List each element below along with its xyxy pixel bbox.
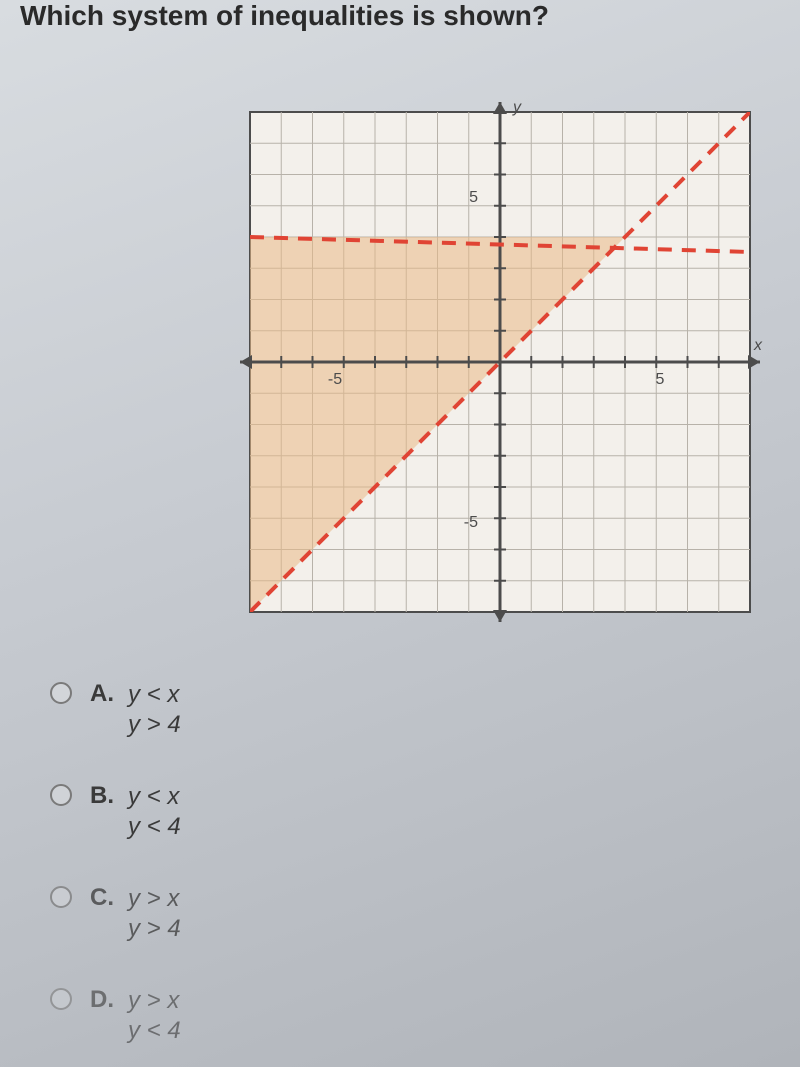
option-line1: y < x bbox=[128, 680, 181, 710]
chart-svg: y x 5 -5 -5 5 bbox=[230, 92, 770, 632]
y-axis-label: y bbox=[512, 99, 522, 116]
option-d[interactable]: D. y > x y < 4 bbox=[50, 986, 450, 1046]
radio-icon[interactable] bbox=[50, 682, 72, 704]
inequality-chart: y x 5 -5 -5 5 bbox=[230, 92, 770, 632]
xtick-neg: -5 bbox=[328, 371, 342, 388]
option-c[interactable]: C. y > x y > 4 bbox=[50, 884, 450, 944]
option-line2: y > 4 bbox=[128, 710, 181, 740]
answer-options: A. y < x y > 4 B. y < x y < 4 C. y > x y… bbox=[50, 680, 450, 1056]
option-letter: C. bbox=[90, 884, 114, 912]
ytick-neg: -5 bbox=[464, 514, 478, 531]
option-b[interactable]: B. y < x y < 4 bbox=[50, 782, 450, 842]
option-letter: A. bbox=[90, 680, 114, 708]
option-letter: B. bbox=[90, 782, 114, 810]
ytick-pos: 5 bbox=[469, 189, 478, 206]
option-line1: y > x bbox=[128, 884, 181, 914]
question-text: Which system of inequalities is shown? bbox=[0, 0, 800, 32]
radio-icon[interactable] bbox=[50, 988, 72, 1010]
option-line1: y < x bbox=[128, 782, 181, 812]
radio-icon[interactable] bbox=[50, 886, 72, 908]
x-axis-label: x bbox=[753, 337, 763, 354]
option-line1: y > x bbox=[128, 986, 181, 1016]
option-line2: y < 4 bbox=[128, 1016, 181, 1046]
option-a[interactable]: A. y < x y > 4 bbox=[50, 680, 450, 740]
option-line2: y < 4 bbox=[128, 812, 181, 842]
option-letter: D. bbox=[90, 986, 114, 1014]
radio-icon[interactable] bbox=[50, 784, 72, 806]
option-line2: y > 4 bbox=[128, 914, 181, 944]
xtick-pos: 5 bbox=[656, 371, 665, 388]
